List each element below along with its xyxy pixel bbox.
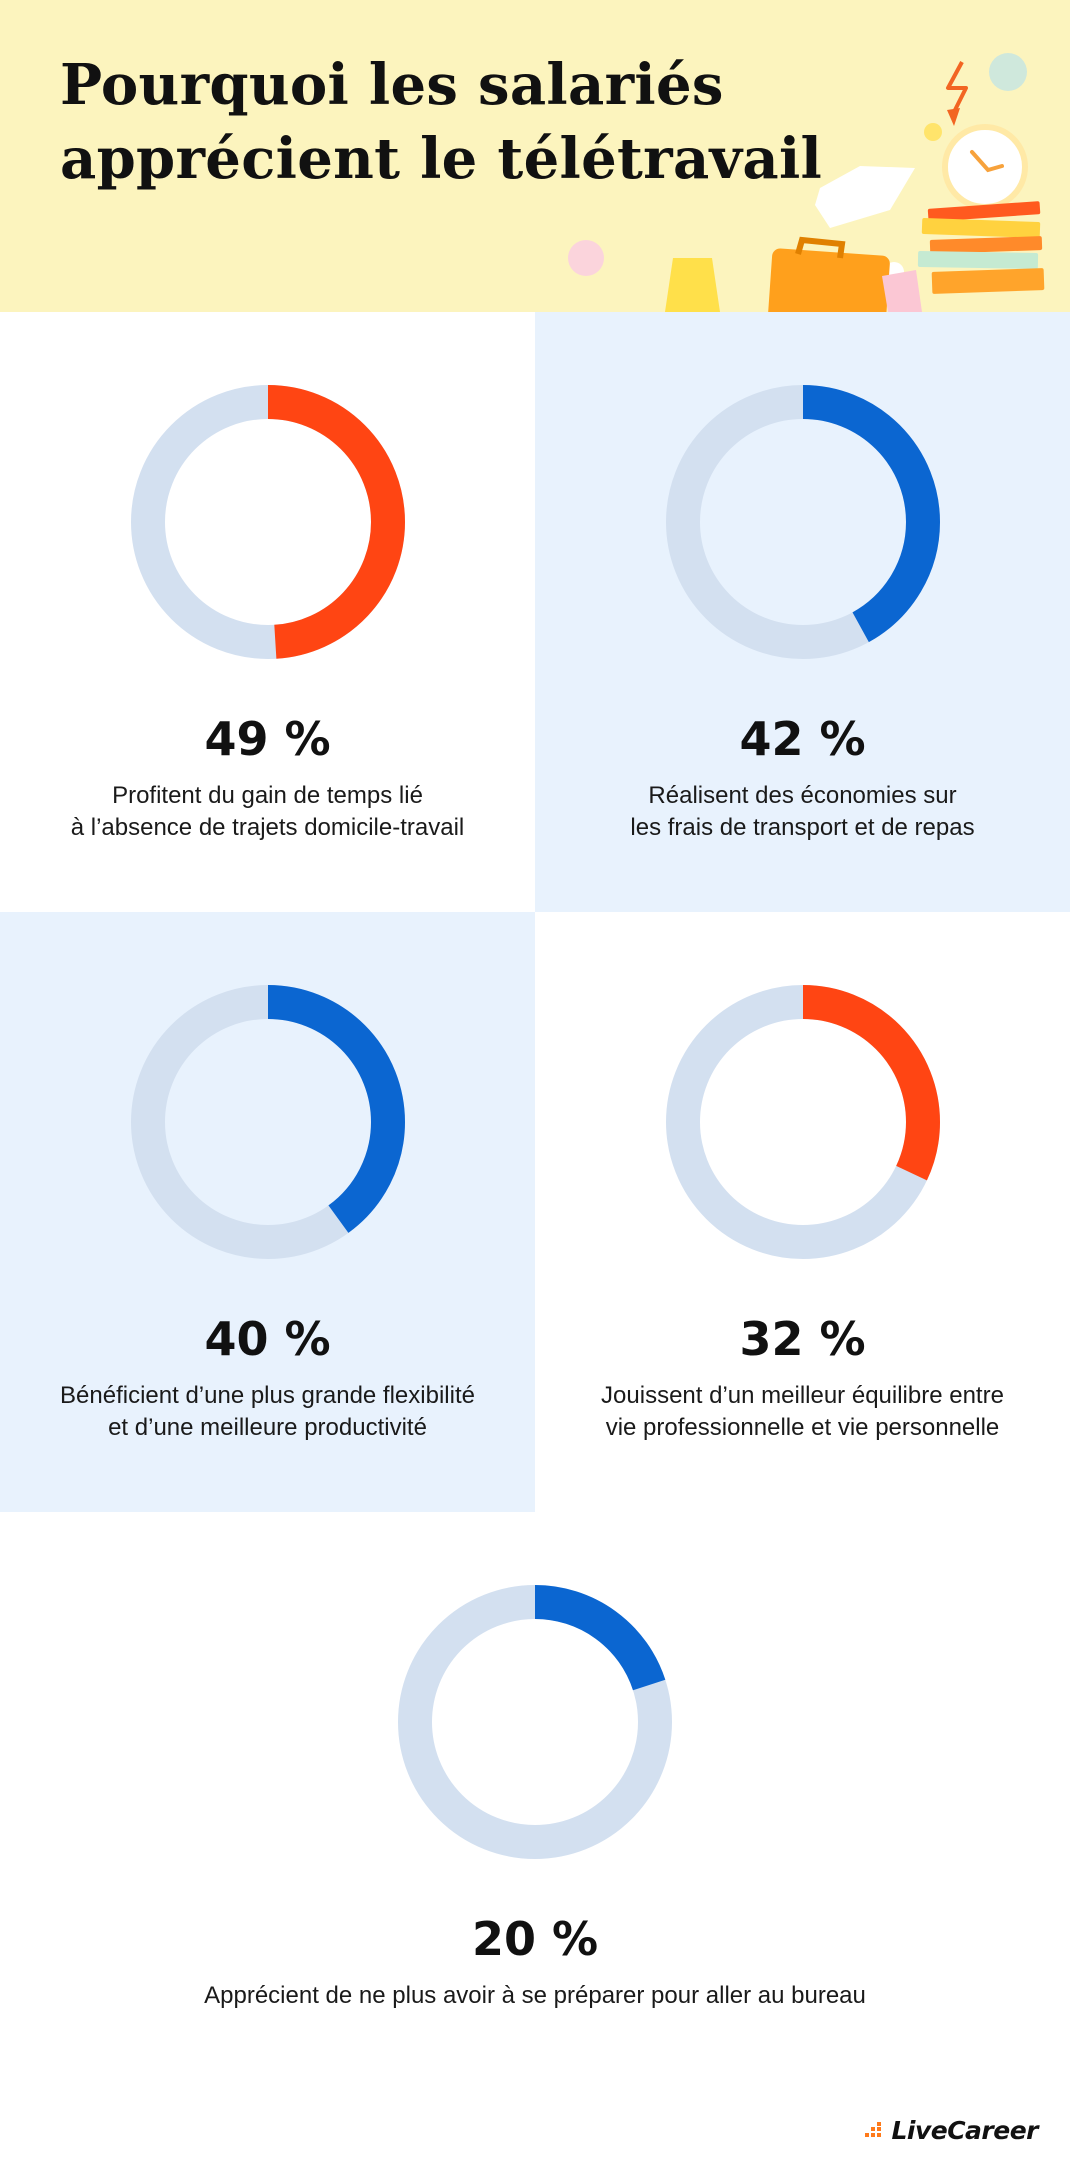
book-4-icon xyxy=(917,250,1039,270)
yellow-dot-icon xyxy=(924,123,942,141)
stat-label-4: Jouissent d’un meilleur équilibre entre … xyxy=(545,1380,1060,1444)
stat-label-2-line-1: Réalisent des économies sur xyxy=(648,782,957,809)
lightning-icon xyxy=(946,61,968,113)
stat-label-1: Profitent du gain de temps lié à l’absen… xyxy=(10,780,525,844)
page-title: Pourquoi les salariés apprécient le télé… xyxy=(60,48,822,196)
briefcase-icon xyxy=(768,248,890,312)
stat-label-1-line-2: à l’absence de trajets domicile-travail xyxy=(70,814,465,841)
stat-label-1-line-1: Profitent du gain de temps lié xyxy=(112,782,423,809)
donut-chart-1 xyxy=(130,385,405,659)
stat-label-5: Apprécient de ne plus avoir à se prépare… xyxy=(10,1980,1060,2012)
stat-label-5-line-1: Apprécient de ne plus avoir à se prépare… xyxy=(204,1982,866,2009)
stat-label-3-line-2: et d’une meilleure productivité xyxy=(108,1414,427,1441)
brand-logo: LiveCareer xyxy=(865,2110,1038,2150)
donut-value-arc xyxy=(665,385,940,659)
stat-label-4-line-1: Jouissent d’un meilleur équilibre entre xyxy=(601,1382,1004,1409)
book-5-icon xyxy=(931,268,1045,294)
stat-card-4: 32 % Jouissent d’un meilleur équilibre e… xyxy=(535,912,1070,1512)
pink-dot-icon xyxy=(568,240,604,276)
yellow-cup-icon xyxy=(665,258,720,312)
brand-name: LiveCareer xyxy=(891,2115,1038,2145)
stat-value-1: 49 % xyxy=(204,712,331,766)
stat-label-2: Réalisent des économies sur les frais de… xyxy=(545,780,1060,844)
stat-label-3: Bénéficient d’une plus grande flexibilit… xyxy=(10,1380,525,1444)
stat-value-5: 20 % xyxy=(471,1912,599,1966)
stat-label-3-line-1: Bénéficient d’une plus grande flexibilit… xyxy=(60,1382,475,1409)
clock-hands-icon xyxy=(970,150,1004,173)
donut-chart-2 xyxy=(665,385,940,659)
office-illustration xyxy=(568,53,1045,312)
stat-card-5: 20 % Apprécient de ne plus avoir à se pr… xyxy=(0,1512,1070,2112)
stat-value-2: 42 % xyxy=(739,712,866,766)
donut-value-arc xyxy=(665,985,940,1259)
mint-dot-icon xyxy=(989,53,1027,91)
stat-value-4: 32 % xyxy=(739,1312,866,1366)
stat-label-2-line-2: les frais de transport et de repas xyxy=(630,814,975,841)
title-line-2: apprécient le télétravail xyxy=(60,126,823,192)
stat-card-3: 40 % Bénéficient d’une plus grande flexi… xyxy=(0,912,535,1512)
paper-sheet-icon xyxy=(815,166,915,228)
briefcase-handle-icon xyxy=(795,236,846,259)
donut-value-arc xyxy=(130,385,405,659)
donut-chart-4 xyxy=(665,985,940,1259)
donut-chart-3 xyxy=(130,985,405,1259)
book-2-icon xyxy=(921,218,1041,238)
title-line-1: Pourquoi les salariés xyxy=(60,52,724,118)
stat-label-4-line-2: vie professionnelle et vie personnelle xyxy=(605,1414,1000,1441)
stat-card-1: 49 % Profitent du gain de temps lié à l’… xyxy=(0,312,535,912)
stat-value-3: 40 % xyxy=(204,1312,331,1366)
book-1-icon xyxy=(927,201,1041,222)
brand-dots-icon xyxy=(865,2122,882,2137)
stat-card-2: 42 % Réalisent des économies sur les fra… xyxy=(535,312,1070,912)
donut-value-arc xyxy=(130,985,405,1259)
lightning-tip-icon xyxy=(947,108,960,126)
header-banner: Pourquoi les salariés apprécient le télé… xyxy=(0,0,1070,312)
donut-value-arc xyxy=(398,1585,672,1859)
pink-box-icon xyxy=(882,270,922,312)
donut-chart-5 xyxy=(398,1585,672,1859)
book-3-icon xyxy=(929,236,1043,254)
